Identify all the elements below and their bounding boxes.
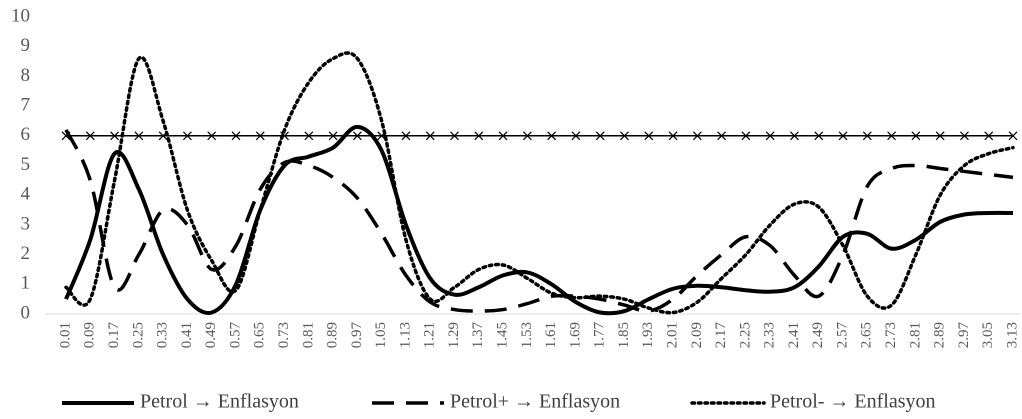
y-tick-label: 9	[21, 35, 31, 56]
x-tick-label: 0.73	[276, 322, 292, 348]
marker	[595, 131, 605, 141]
marker	[134, 131, 144, 141]
marker	[377, 131, 387, 141]
x-tick-label: 1.45	[495, 322, 511, 348]
marker	[717, 131, 727, 141]
marker	[1008, 131, 1018, 141]
y-tick-label: 3	[21, 213, 31, 234]
marker	[765, 131, 775, 141]
y-tick-label: 10	[11, 5, 30, 26]
marker	[814, 131, 824, 141]
marker	[280, 131, 289, 141]
x-tick-label: 1.69	[567, 322, 583, 348]
y-tick-label: 5	[21, 154, 31, 175]
x-tick-label: 0.33	[155, 322, 171, 348]
x-tick-label: 2.33	[762, 322, 778, 348]
x-tick-label: 0.41	[179, 322, 195, 348]
x-tick-label: 3.13	[1004, 322, 1020, 348]
marker	[984, 131, 994, 141]
marker	[61, 131, 71, 141]
x-tick-label: 1.29	[446, 322, 462, 348]
legend-label: Petrol- → Enflasyon	[770, 391, 936, 413]
x-tick-label: 0.81	[300, 322, 316, 348]
marker	[692, 131, 702, 141]
marker	[741, 131, 751, 141]
x-tick-label: 0.49	[203, 322, 219, 348]
x-tick-label: 1.93	[640, 322, 656, 348]
x-tick-label: 2.09	[689, 322, 705, 348]
x-tick-label: 2.97	[956, 322, 972, 349]
y-tick-label: 7	[21, 94, 31, 115]
marker	[352, 131, 362, 141]
series-line	[64, 51, 1015, 315]
x-tick-label: 0.57	[227, 322, 243, 349]
x-tick-label: 1.05	[373, 322, 389, 348]
marker	[498, 131, 508, 141]
y-tick-label: 1	[21, 273, 31, 294]
x-tick-label: 0.09	[82, 322, 98, 348]
marker	[85, 131, 95, 141]
y-tick-label: 2	[21, 243, 31, 264]
marker	[838, 131, 848, 141]
marker	[911, 131, 921, 141]
marker	[255, 131, 265, 141]
x-tick-label: 2.49	[810, 322, 826, 348]
series-line	[64, 129, 1014, 313]
marker	[620, 131, 629, 141]
x-tick-label: 2.01	[664, 322, 680, 348]
x-tick-label: 1.37	[470, 322, 486, 349]
x-tick-label: 0.97	[349, 322, 365, 349]
x-tick-label: 1.61	[543, 322, 559, 348]
marker	[450, 131, 459, 141]
marker	[425, 131, 435, 141]
marker	[547, 131, 557, 141]
x-tick-label: 2.81	[907, 322, 923, 348]
x-tick-label: 1.85	[616, 322, 632, 348]
x-tick-label: 0.25	[130, 322, 146, 348]
x-tick-label: 2.73	[883, 322, 899, 348]
marker	[862, 131, 872, 141]
marker	[474, 131, 484, 141]
marker	[110, 131, 119, 141]
x-tick-label: 0.89	[325, 322, 341, 348]
x-tick-label: 2.89	[932, 322, 948, 348]
marker	[644, 131, 654, 141]
y-tick-label: 8	[21, 65, 31, 86]
x-tick-label: 2.17	[713, 322, 729, 349]
marker	[231, 131, 241, 141]
marker	[571, 131, 581, 141]
x-tick-label: 1.77	[592, 322, 608, 349]
marker	[935, 131, 945, 141]
x-tick-label: 2.41	[786, 322, 802, 348]
marker	[304, 131, 314, 141]
x-tick-label: 1.53	[519, 322, 535, 348]
x-tick-label: 0.65	[252, 322, 268, 348]
marker	[522, 131, 532, 141]
x-tick-label: 3.05	[980, 322, 996, 348]
x-tick-label: 2.25	[737, 322, 753, 348]
x-tick-label: 2.65	[859, 322, 875, 348]
x-tick-label: 0.17	[106, 322, 122, 349]
marker	[668, 131, 678, 141]
marker	[182, 131, 192, 141]
y-tick-label: 6	[21, 124, 31, 145]
marker	[158, 131, 168, 141]
x-tick-label: 1.21	[422, 322, 438, 348]
x-tick-label: 2.57	[834, 322, 850, 349]
marker	[790, 131, 799, 141]
y-tick-label: 4	[21, 184, 31, 205]
x-tick-label: 0.01	[57, 322, 73, 348]
marker	[328, 131, 338, 141]
legend-label: Petrol+ → Enflasyon	[450, 391, 620, 413]
y-tick-label: 0	[21, 302, 31, 323]
x-tick-label: 1.13	[397, 322, 413, 348]
marker	[887, 131, 897, 141]
marker	[401, 131, 411, 141]
marker	[960, 131, 969, 141]
marker	[207, 131, 217, 141]
legend-label: Petrol → Enflasyon	[140, 391, 299, 413]
